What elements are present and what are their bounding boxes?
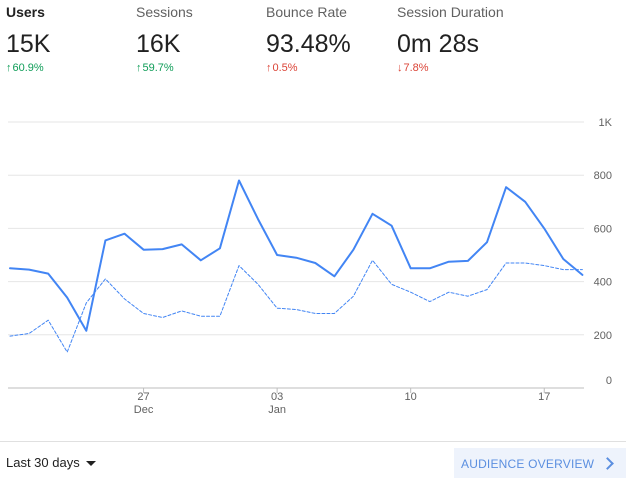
metric-delta-value: 0.5%	[272, 62, 298, 74]
y-tick-label: 1K	[599, 117, 613, 129]
chart-grid	[8, 121, 584, 389]
metric-label: Users	[6, 4, 45, 20]
metric-delta-value: 60.9%	[12, 62, 44, 74]
delta-arrow-icon: ↓	[397, 62, 403, 74]
y-tick-label: 0	[606, 375, 612, 387]
delta-arrow-icon: ↑	[266, 62, 272, 74]
x-tick-label: 27	[137, 391, 149, 403]
y-axis-labels: 0 200 400 600 800 1K	[594, 117, 613, 387]
metric-delta: ↑59.7%	[136, 62, 174, 74]
metric-delta-value: 7.8%	[403, 62, 429, 74]
date-range-label: Last 30 days	[6, 455, 80, 470]
metric-label: Bounce Rate	[266, 4, 347, 20]
metric-sessions[interactable]: Sessions 16K ↑59.7%	[136, 0, 246, 80]
x-tick-month-label: Dec	[134, 404, 154, 416]
metric-value: 93.48%	[266, 30, 351, 58]
metric-label: Session Duration	[397, 4, 504, 20]
metric-users[interactable]: Users 15K ↑60.9%	[6, 0, 116, 80]
metric-delta: ↑60.9%	[6, 62, 44, 74]
audience-overview-button[interactable]: AUDIENCE OVERVIEW	[454, 448, 626, 478]
y-tick-label: 800	[594, 170, 612, 182]
x-axis-ticks	[143, 388, 545, 393]
delta-arrow-icon: ↑	[6, 62, 12, 74]
y-tick-label: 400	[594, 277, 612, 289]
metric-summary: Users 15K ↑60.9% Sessions 16K ↑59.7% Bou…	[0, 0, 626, 80]
caret-down-icon	[85, 461, 96, 467]
metric-label: Sessions	[136, 4, 193, 20]
current-period-line	[9, 179, 584, 332]
y-tick-label: 600	[594, 223, 612, 235]
metric-delta: ↓7.8%	[397, 62, 429, 74]
previous-period-line	[9, 259, 583, 353]
chart-series	[9, 179, 584, 353]
delta-arrow-icon: ↑	[136, 62, 142, 74]
x-tick-label: 03	[271, 391, 283, 403]
date-range-dropdown[interactable]: Last 30 days	[6, 455, 96, 470]
chevron-right-icon	[601, 457, 614, 470]
audience-overview-label: AUDIENCE OVERVIEW	[461, 457, 595, 471]
metric-delta: ↑0.5%	[266, 62, 298, 74]
metric-bounce-rate[interactable]: Bounce Rate 93.48% ↑0.5%	[266, 0, 386, 80]
x-tick-month-label: Jan	[268, 404, 286, 416]
metric-value: 16K	[136, 30, 181, 58]
metric-session-duration[interactable]: Session Duration 0m 28s ↓7.8%	[397, 0, 537, 80]
metric-value: 15K	[6, 30, 51, 58]
metric-value: 0m 28s	[397, 30, 479, 58]
card-footer: Last 30 days AUDIENCE OVERVIEW	[0, 441, 626, 478]
x-tick-label: 10	[405, 391, 417, 403]
x-tick-label: 17	[538, 391, 550, 403]
y-tick-label: 200	[594, 330, 612, 342]
metric-delta-value: 59.7%	[142, 62, 174, 74]
